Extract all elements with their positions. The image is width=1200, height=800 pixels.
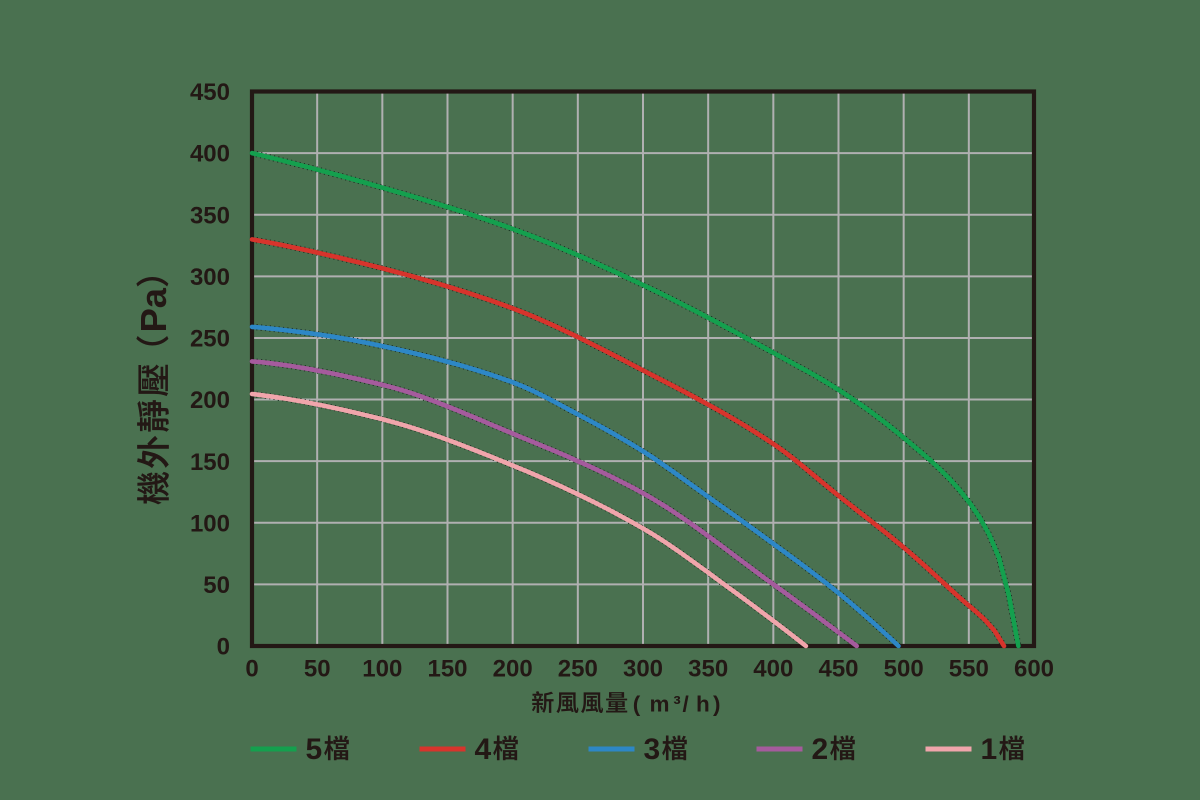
svg-text:4: 4	[475, 733, 492, 766]
svg-text:550: 550	[949, 656, 989, 683]
svg-text:3: 3	[644, 733, 661, 766]
svg-text:Pa: Pa	[133, 287, 174, 332]
svg-text:250: 250	[558, 656, 598, 683]
svg-text:500: 500	[884, 656, 924, 683]
svg-text:250: 250	[190, 326, 230, 353]
svg-text:0: 0	[217, 634, 230, 661]
svg-text:50: 50	[304, 656, 331, 683]
svg-text:5: 5	[306, 733, 323, 766]
svg-text:350: 350	[190, 202, 230, 229]
svg-text:300: 300	[190, 264, 230, 291]
svg-text:400: 400	[190, 141, 230, 168]
svg-text:/: /	[683, 692, 690, 717]
svg-text:100: 100	[190, 510, 230, 537]
svg-text:350: 350	[688, 656, 728, 683]
svg-text:300: 300	[623, 656, 663, 683]
svg-text:(: (	[633, 692, 641, 717]
svg-text:100: 100	[362, 656, 402, 683]
svg-text:2: 2	[812, 733, 829, 766]
svg-text:150: 150	[427, 656, 467, 683]
svg-text:450: 450	[818, 656, 858, 683]
svg-text:0: 0	[245, 656, 258, 683]
svg-text:400: 400	[753, 656, 793, 683]
svg-text:200: 200	[190, 387, 230, 414]
svg-text:150: 150	[190, 449, 230, 476]
svg-text:): )	[713, 692, 721, 717]
svg-text:1: 1	[981, 733, 998, 766]
svg-text:h: h	[696, 692, 710, 717]
svg-text:³: ³	[673, 692, 681, 717]
svg-text:50: 50	[203, 572, 230, 599]
svg-text:450: 450	[190, 79, 230, 106]
svg-text:m: m	[650, 692, 670, 717]
svg-text:200: 200	[493, 656, 533, 683]
svg-text:600: 600	[1014, 656, 1054, 683]
